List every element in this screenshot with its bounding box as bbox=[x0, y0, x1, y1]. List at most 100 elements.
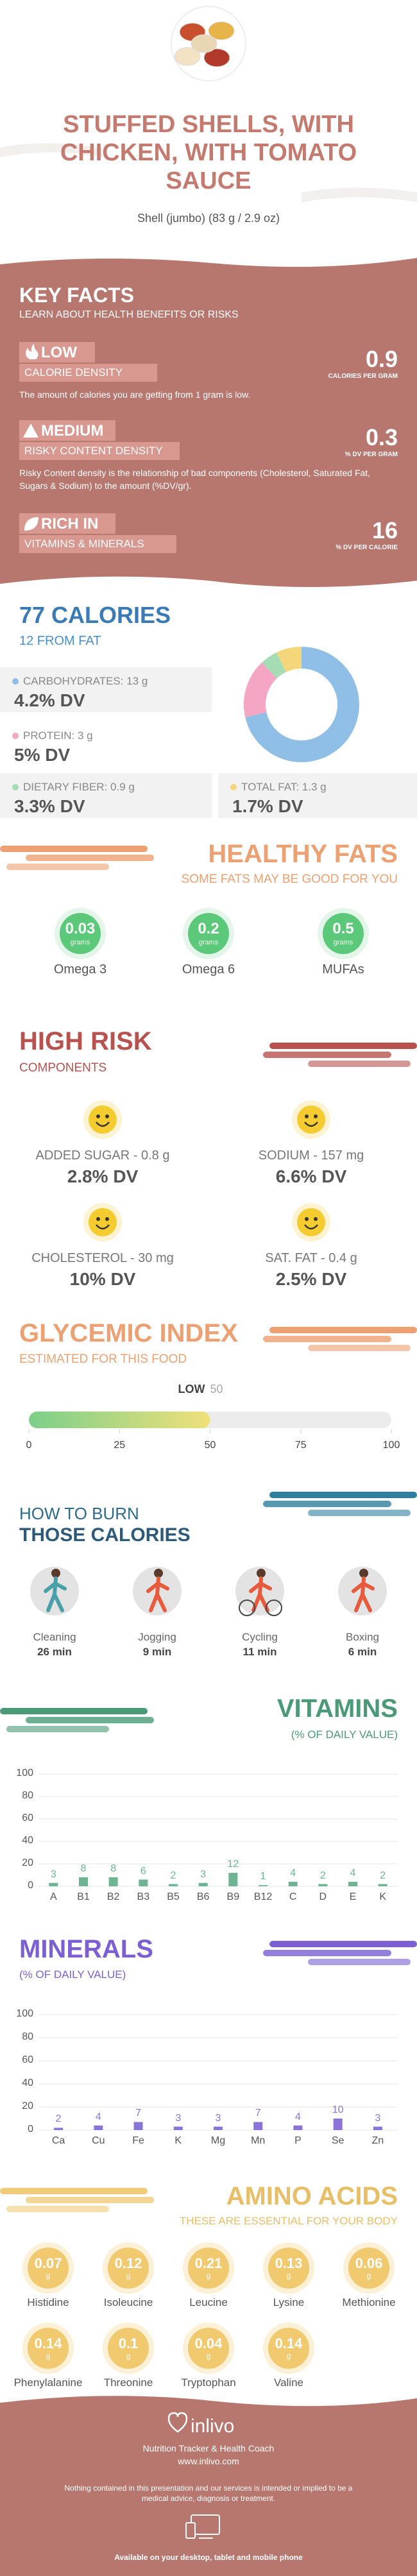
brand: inlivo bbox=[191, 2416, 235, 2437]
x-tick-label: Mg bbox=[210, 2135, 226, 2146]
value-label: 7 bbox=[255, 2108, 261, 2119]
figure-body bbox=[249, 1576, 272, 1612]
section-subtitle: 12 FROM FAT bbox=[19, 634, 101, 648]
amino-unit: g bbox=[286, 2271, 291, 2280]
x-tick-label: Mn bbox=[251, 2135, 266, 2146]
value-label: 2 bbox=[170, 1870, 176, 1881]
amino-circle bbox=[188, 2248, 229, 2289]
smiley-mouth bbox=[304, 1122, 318, 1127]
figure-head bbox=[51, 1569, 60, 1578]
section-title: HIGH RISK bbox=[19, 1027, 152, 1055]
y-tick-label: 20 bbox=[22, 1857, 33, 1868]
donut-slice bbox=[244, 647, 359, 762]
section-subtitle: ESTIMATED FOR THIS FOOD bbox=[19, 1352, 187, 1366]
x-tick-label: D bbox=[319, 1891, 327, 1902]
amino-circle bbox=[268, 2248, 309, 2289]
x-tick-label: Se bbox=[331, 2135, 345, 2146]
bike-wheel bbox=[239, 1599, 255, 1616]
risk-label: CHOLESTEROL - 30 mg bbox=[31, 1251, 174, 1265]
fat-unit: grams bbox=[333, 939, 353, 946]
amino-name: Leucine bbox=[189, 2296, 228, 2308]
amino-circle bbox=[108, 2328, 149, 2369]
donut-slice bbox=[244, 647, 359, 762]
bar bbox=[288, 1882, 298, 1886]
x-tick-label: A bbox=[49, 1891, 57, 1902]
nutrient-box bbox=[0, 667, 212, 712]
nutrient-box bbox=[0, 773, 212, 818]
value-label: 12 bbox=[227, 1859, 239, 1870]
decor-stripe bbox=[26, 1717, 154, 1723]
smiley-mouth bbox=[96, 1224, 110, 1230]
value-label: 2 bbox=[319, 1870, 326, 1881]
x-tick-label: B2 bbox=[106, 1891, 120, 1902]
amino-name: Isoleucine bbox=[103, 2296, 153, 2308]
bar bbox=[318, 1884, 328, 1886]
bar bbox=[253, 2122, 263, 2130]
food-bowl bbox=[208, 21, 235, 40]
fat-circle bbox=[188, 913, 229, 954]
smiley-eye bbox=[314, 1217, 318, 1221]
gi-value: 50 bbox=[210, 1383, 223, 1395]
amino-circle bbox=[28, 2328, 69, 2369]
fact-unit: % DV PER GRAM bbox=[345, 451, 398, 458]
fact-value: 16 bbox=[371, 517, 398, 543]
fact-description: Risky Content density is the relationshi… bbox=[19, 468, 371, 491]
y-tick-label: 100 bbox=[16, 2008, 33, 2019]
smiley-eye bbox=[96, 1114, 100, 1118]
nutrient-dot bbox=[12, 784, 19, 790]
x-tick-label: B9 bbox=[226, 1891, 240, 1902]
decor-stripe bbox=[308, 1345, 411, 1351]
tagline: Nutrition Tracker & Health Coach bbox=[142, 2443, 275, 2453]
risk-label: SAT. FAT - 0.4 g bbox=[265, 1251, 357, 1265]
activity-name: Jogging bbox=[138, 1631, 176, 1643]
nutrient-label: PROTEIN: 3 g bbox=[23, 729, 93, 742]
food-bowl bbox=[203, 48, 230, 67]
amino-circle bbox=[108, 2248, 149, 2289]
nutrient-dv: 4.2% DV bbox=[14, 690, 85, 710]
figure-body bbox=[44, 1576, 67, 1612]
section-subtitle: (% OF DAILY VALUE) bbox=[19, 1968, 126, 1981]
food-bowl bbox=[174, 47, 201, 66]
amino-name: Valine bbox=[274, 2376, 303, 2389]
decor-stripe bbox=[308, 1959, 411, 1965]
bar bbox=[198, 1882, 208, 1886]
value-label: 3 bbox=[375, 2112, 381, 2124]
amino-value: 0.06 bbox=[355, 2255, 383, 2271]
x-tick-label: C bbox=[289, 1891, 297, 1902]
x-tick-label: B3 bbox=[137, 1891, 150, 1902]
amino-name: Threonine bbox=[103, 2376, 153, 2389]
x-tick-label: B6 bbox=[196, 1891, 210, 1902]
fact-value: 0.3 bbox=[365, 424, 398, 450]
amino-name: Phenylalanine bbox=[13, 2376, 83, 2389]
nutrient-dv: 3.3% DV bbox=[14, 796, 85, 816]
bar bbox=[348, 1882, 357, 1886]
y-tick-label: 80 bbox=[22, 2031, 33, 2042]
fat-value: 0.03 bbox=[65, 920, 96, 937]
value-label: 2 bbox=[380, 1870, 386, 1881]
amino-unit: g bbox=[46, 2351, 51, 2360]
section-subtitle: (% OF DAILY VALUE) bbox=[291, 1728, 398, 1741]
amino-name: Histidine bbox=[27, 2296, 69, 2308]
figure-body bbox=[146, 1576, 169, 1612]
x-tick-label: P bbox=[294, 2135, 302, 2146]
decor-wave bbox=[0, 142, 103, 157]
amino-unit: g bbox=[206, 2351, 211, 2360]
value-label: 1 bbox=[260, 1871, 266, 1882]
value-label: 3 bbox=[175, 2112, 182, 2124]
amino-value: 0.04 bbox=[194, 2335, 223, 2351]
disclaimer: Nothing contained in this presentation a… bbox=[64, 2484, 353, 2503]
amino-unit: g bbox=[366, 2271, 371, 2280]
amino-unit: g bbox=[286, 2351, 291, 2360]
value-label: 8 bbox=[80, 1863, 87, 1874]
activity-time: 9 min bbox=[142, 1646, 172, 1658]
y-tick-label: 80 bbox=[22, 1790, 33, 1801]
activity-time: 11 min bbox=[243, 1646, 277, 1658]
nutrient-label: CARBOHYDRATES: 13 g bbox=[23, 675, 148, 687]
x-tick-label: B1 bbox=[77, 1891, 90, 1902]
smiley-eye bbox=[105, 1114, 109, 1118]
value-label: 3 bbox=[50, 1868, 56, 1880]
fact-unit: CALORIES PER GRAM bbox=[328, 373, 398, 380]
fact-value: 0.9 bbox=[365, 346, 398, 372]
risk-dv: 2.5% DV bbox=[275, 1269, 347, 1289]
amino-name: Methionine bbox=[342, 2296, 396, 2308]
